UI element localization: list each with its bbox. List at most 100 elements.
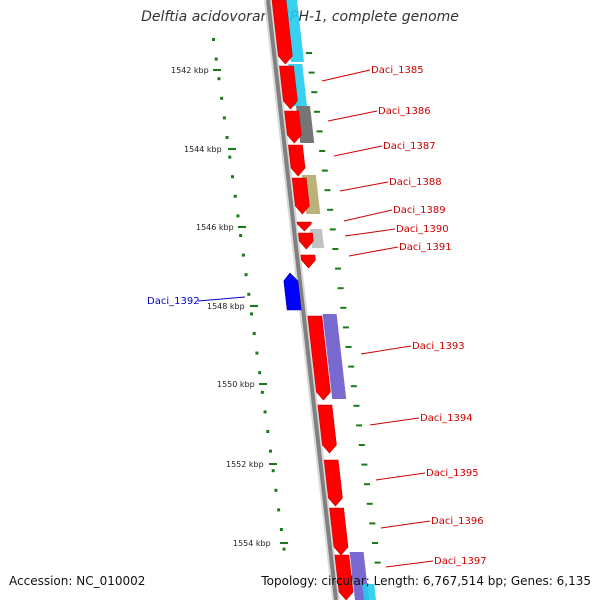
outer-scale-tick	[324, 189, 331, 192]
gene-arrow[interactable]	[288, 144, 306, 177]
scale-tick-label: 1548 kbp	[207, 302, 245, 311]
scale-dots	[212, 38, 381, 564]
gene-label[interactable]: Daci_1394	[420, 413, 473, 424]
scale-tick-label: 1550 kbp	[217, 380, 255, 389]
outer-scale-tick	[348, 365, 355, 368]
gene-arrow[interactable]	[291, 177, 310, 215]
inner-scale-dot	[271, 469, 275, 473]
outer-scale-tick	[319, 150, 326, 152]
outer-scale-tick	[327, 208, 334, 211]
secondary-feature-block	[322, 314, 347, 399]
inner-scale-dot	[214, 57, 218, 61]
gene-leader-line	[321, 69, 371, 82]
outer-scale-tick	[366, 502, 373, 505]
gene-arrow[interactable]	[279, 65, 298, 110]
inner-scale-dot	[255, 351, 259, 355]
outer-scale-tick	[361, 463, 368, 466]
scale-tick-label: 1542 kbp	[171, 66, 209, 75]
gene-leader-line	[339, 181, 389, 192]
gene-leader-line	[343, 209, 393, 222]
gene-label[interactable]: Daci_1388	[389, 177, 442, 188]
gene-label[interactable]: Daci_1390	[396, 224, 449, 235]
outer-scale-tick	[332, 248, 339, 250]
gene-label[interactable]: Daci_1392	[147, 296, 200, 307]
gene-leader-line	[344, 228, 396, 237]
scale-tick-label: 1544 kbp	[184, 145, 222, 154]
gene-label[interactable]: Daci_1396	[431, 516, 484, 527]
inner-scale-dot	[266, 430, 270, 433]
outer-scale-tick	[369, 522, 376, 525]
gene-arrow[interactable]	[329, 507, 349, 556]
gene-arrow[interactable]	[317, 404, 337, 454]
gene-label[interactable]: Daci_1397	[434, 556, 487, 567]
outer-scale-tick	[342, 326, 349, 329]
outer-scale-tick	[329, 228, 336, 231]
inner-scale-dot	[258, 371, 262, 375]
map-title: Delftia acidovorans SPH-1, complete geno…	[141, 9, 459, 25]
inner-scale-dot	[217, 77, 221, 81]
outer-scale-tick	[356, 424, 363, 427]
inner-scale-dot	[263, 410, 267, 414]
gene-arrow[interactable]	[298, 232, 314, 250]
inner-scale-dot	[222, 116, 226, 120]
outer-scale-tick	[353, 404, 360, 407]
gene-label[interactable]: Daci_1389	[393, 205, 446, 216]
inner-scale-dot	[249, 312, 253, 316]
gene-label[interactable]: Daci_1387	[383, 141, 436, 152]
inner-scale-dot	[212, 38, 215, 41]
inner-scale-dot	[279, 528, 283, 531]
outer-scale-tick	[364, 483, 371, 486]
outer-scale-tick	[313, 110, 320, 113]
outer-scale-tick	[337, 287, 344, 290]
accession-label: Accession: NC_010002	[9, 574, 146, 588]
inner-scale-dot	[233, 194, 237, 198]
gene-track: Daci_1385 Daci_1386 Daci_1387 Daci_1388 Daci…	[147, 0, 487, 600]
outer-scale-tick	[306, 52, 312, 54]
genome-stats: Topology: circular; Length: 6,767,514 bp…	[261, 574, 591, 588]
outer-scale-tick	[350, 385, 357, 388]
secondary-feature-block	[309, 229, 325, 248]
gene-arrow[interactable]	[300, 254, 316, 269]
inner-scale-dot	[225, 136, 229, 139]
outer-scale-tick	[311, 91, 318, 94]
gene-label[interactable]: Daci_1395	[426, 468, 479, 479]
inner-scale-dot	[230, 175, 234, 179]
inner-scale-dot	[260, 390, 264, 394]
gene-leader-line	[369, 417, 420, 426]
outer-scale-tick	[340, 306, 347, 309]
gene-leader-line	[327, 110, 378, 122]
gene-label[interactable]: Daci_1391	[399, 242, 452, 253]
inner-scale-dot	[274, 488, 278, 492]
outer-scale-tick	[374, 561, 381, 564]
gene-leader-line	[375, 472, 426, 481]
inner-scale-dot	[268, 449, 272, 453]
gene-arrow[interactable]	[296, 221, 312, 232]
gene-arrow[interactable]	[271, 0, 293, 65]
outer-scale-tick	[308, 71, 315, 74]
gene-label[interactable]: Daci_1393	[412, 341, 465, 352]
inner-scale-dot	[244, 273, 248, 277]
gene-arrow[interactable]	[307, 315, 331, 401]
inner-scale-dot	[228, 155, 232, 159]
gene-leader-line	[333, 145, 383, 157]
scale-tick-label: 1554 kbp	[233, 539, 271, 548]
gene-leader-line	[380, 520, 431, 529]
secondary-feature-block	[284, 0, 305, 62]
outer-scale-tick	[316, 130, 323, 133]
gene-arrow[interactable]	[284, 110, 302, 144]
kbp-scale: 1542 kbp 1544 kbp 1546 kbp 1548 kbp 1550 kbp…	[171, 66, 288, 548]
outer-scale-tick	[371, 542, 378, 544]
gene-label[interactable]: Daci_1386	[378, 106, 431, 117]
gene-label[interactable]: Daci_1385	[371, 65, 424, 76]
inner-scale-dot	[247, 292, 251, 296]
gene-leader-line	[385, 560, 434, 568]
gene-arrow[interactable]	[334, 554, 354, 600]
outer-scale-tick	[335, 267, 342, 270]
gene-arrow[interactable]	[283, 272, 302, 311]
scale-tick-label: 1546 kbp	[196, 223, 234, 232]
inner-scale-dot	[277, 508, 281, 512]
inner-scale-dot	[220, 96, 224, 100]
gene-arrow[interactable]	[323, 459, 343, 507]
